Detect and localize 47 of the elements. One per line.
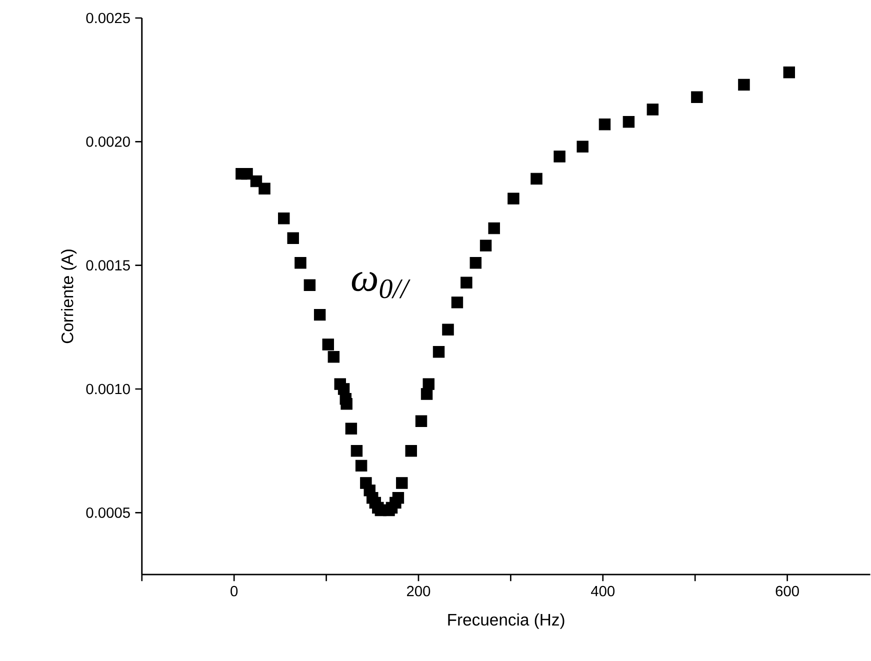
- y-tick-label: 0.0025: [86, 12, 130, 23]
- point: [350, 444, 363, 456]
- point: [691, 91, 703, 103]
- point: [460, 276, 472, 288]
- point: [258, 182, 270, 194]
- y-tick-label: 0.0010: [86, 384, 130, 394]
- point: [322, 338, 334, 350]
- point: [405, 444, 417, 456]
- y-tick-label: 0.0015: [86, 260, 130, 270]
- point: [480, 239, 492, 252]
- point: [328, 350, 340, 363]
- x-tick-label: 600: [776, 586, 799, 596]
- point: [622, 116, 635, 128]
- point: [530, 172, 542, 184]
- point: [488, 222, 500, 234]
- point: [355, 460, 368, 472]
- y-tick-label: 0.0020: [86, 136, 130, 147]
- point: [738, 78, 750, 90]
- point: [554, 150, 566, 162]
- y-tick-label: 0.0005: [86, 507, 130, 518]
- point: [241, 168, 253, 180]
- x-axis-title: Frecuencia (Hz): [448, 613, 564, 629]
- point: [396, 476, 408, 489]
- x-tick-label: 400: [591, 586, 615, 596]
- point: [470, 256, 482, 269]
- point: [345, 422, 358, 434]
- point: [304, 279, 316, 291]
- point: [294, 256, 306, 269]
- point: [340, 398, 352, 410]
- x-tick-label: 0: [230, 586, 238, 596]
- point: [392, 492, 404, 504]
- point: [278, 212, 290, 224]
- point: [415, 415, 428, 427]
- point: [422, 378, 434, 390]
- point: [508, 192, 520, 204]
- annotation: ω$_{0//}$: [352, 272, 410, 298]
- point: [432, 346, 445, 358]
- point: [451, 296, 464, 308]
- point: [314, 308, 326, 320]
- point: [646, 103, 659, 116]
- point: [598, 118, 611, 130]
- point: [576, 140, 588, 152]
- point: [287, 232, 299, 244]
- point: [442, 324, 454, 336]
- x-tick-label: 200: [406, 586, 430, 596]
- y-axis-title: Corriente (A): [61, 249, 77, 343]
- point: [783, 66, 795, 78]
